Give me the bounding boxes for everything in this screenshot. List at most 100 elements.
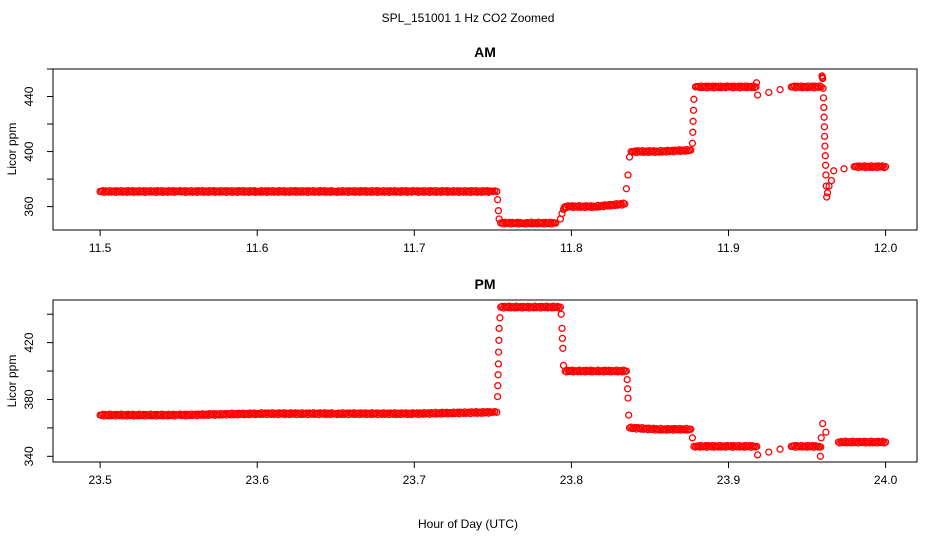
am-data-point [682,145,691,154]
pm-x-tick-label: 23.9 [717,473,741,487]
figure-suptitle: SPL_151001 1 Hz CO2 Zoomed [382,11,555,25]
pm-data-point [687,425,695,433]
pm-data-point [622,367,631,375]
pm-data-point [881,438,890,446]
pm-x-tick-label: 23.7 [403,473,427,487]
am-data-point [753,91,762,99]
am-data-point [814,83,822,92]
pm-data-point [623,375,631,384]
pm-y-axis: 340 380 420 [22,313,53,466]
am-data-point [689,117,697,125]
pm-data-point [817,443,825,451]
am-data-point [776,85,784,94]
am-data-point [877,163,885,171]
am-data-point [821,142,829,150]
am-data-points [96,72,890,228]
am-y-tick-label: 440 [22,86,36,106]
pm-y-tick-label: 420 [22,332,36,352]
pm-data-point [559,344,567,352]
pm-data-point [618,368,626,376]
am-data-point [821,161,830,169]
am-data-point [752,79,761,87]
am-data-point [622,185,631,193]
shared-xlabel: Hour of Day (UTC) [418,517,518,531]
am-data-point [821,152,829,160]
pm-data-point [558,334,567,343]
am-data-point [493,187,501,196]
pm-data-point [822,428,830,436]
pm-data-point [557,310,565,318]
pm-data-point [494,382,502,390]
am-x-axis: 11.5 11.6 11.7 11.8 11.9 12.0 [89,229,898,255]
pm-data-point [776,445,784,453]
pm-data-point [495,324,503,333]
pm-data-point [493,392,502,401]
am-plot-frame [52,68,918,231]
am-data-point [827,176,836,185]
am-data-point [621,200,629,208]
am-data-point [820,113,828,121]
pm-data-point [624,394,632,402]
pm-x-tick-label: 24.0 [874,473,898,487]
pm-data-point [494,348,503,356]
am-data-point [881,163,890,171]
am-data-point [624,171,632,179]
pm-data-point [495,336,503,344]
pm-data-point [625,411,633,419]
am-data-point [823,193,831,201]
pm-panel: PM Licor ppm 23.5 23.6 23.7 23.8 23.9 24.0 34… [5,276,918,487]
am-data-point [558,209,566,218]
pm-data-point [494,360,503,368]
pm-x-tick-label: 23.5 [88,473,112,487]
am-x-tick-label: 11.8 [560,241,583,255]
am-title: AM [474,44,496,60]
pm-title: PM [475,276,496,292]
am-data-point [819,84,827,92]
am-x-tick-label: 11.9 [717,241,740,255]
am-data-point [765,88,773,97]
pm-ylabel: Licor ppm [5,355,19,408]
pm-data-points [96,302,890,460]
pm-data-point [496,314,504,322]
am-ylabel: Licor ppm [5,123,19,176]
am-data-point [690,95,698,103]
am-data-point [688,139,697,147]
am-data-point [820,132,829,141]
pm-data-point [558,324,566,333]
pm-x-axis: 23.5 23.6 23.7 23.8 23.9 24.0 [88,461,898,487]
pm-data-point [623,385,632,393]
am-data-point [616,200,625,208]
am-data-point [822,171,830,179]
pm-x-tick-label: 23.8 [560,473,584,487]
am-data-point [689,128,697,136]
am-x-tick-label: 11.7 [403,241,426,255]
am-data-point [823,189,832,197]
pm-data-point [819,419,827,428]
am-data-point [840,165,848,173]
am-data-point [817,83,825,91]
pm-data-point [753,451,762,459]
am-y-tick-label: 400 [22,141,36,161]
am-data-point [819,94,828,102]
pm-data-point [877,438,885,447]
am-x-tick-label: 11.5 [89,241,112,255]
am-data-point [493,196,502,204]
am-data-point [747,83,756,92]
am-y-axis: 360 400 440 [22,68,53,217]
am-x-tick-label: 12.0 [874,241,898,255]
am-data-point [552,219,560,227]
am-data-point [830,167,838,175]
pm-data-point [493,408,501,416]
am-x-tick-label: 11.6 [246,241,269,255]
pm-y-tick-label: 380 [22,389,36,409]
am-panel: AM Licor ppm 11.5 11.6 11.7 11.8 11.9 12.0 36… [5,44,918,255]
pm-y-tick-label: 340 [22,446,36,466]
pm-data-point [556,303,565,311]
am-y-tick-label: 360 [22,196,36,216]
pm-data-point [753,442,761,451]
pm-x-tick-label: 23.6 [246,473,270,487]
am-data-point [820,123,829,131]
am-data-point [752,83,760,91]
pm-plot-frame [52,299,918,463]
